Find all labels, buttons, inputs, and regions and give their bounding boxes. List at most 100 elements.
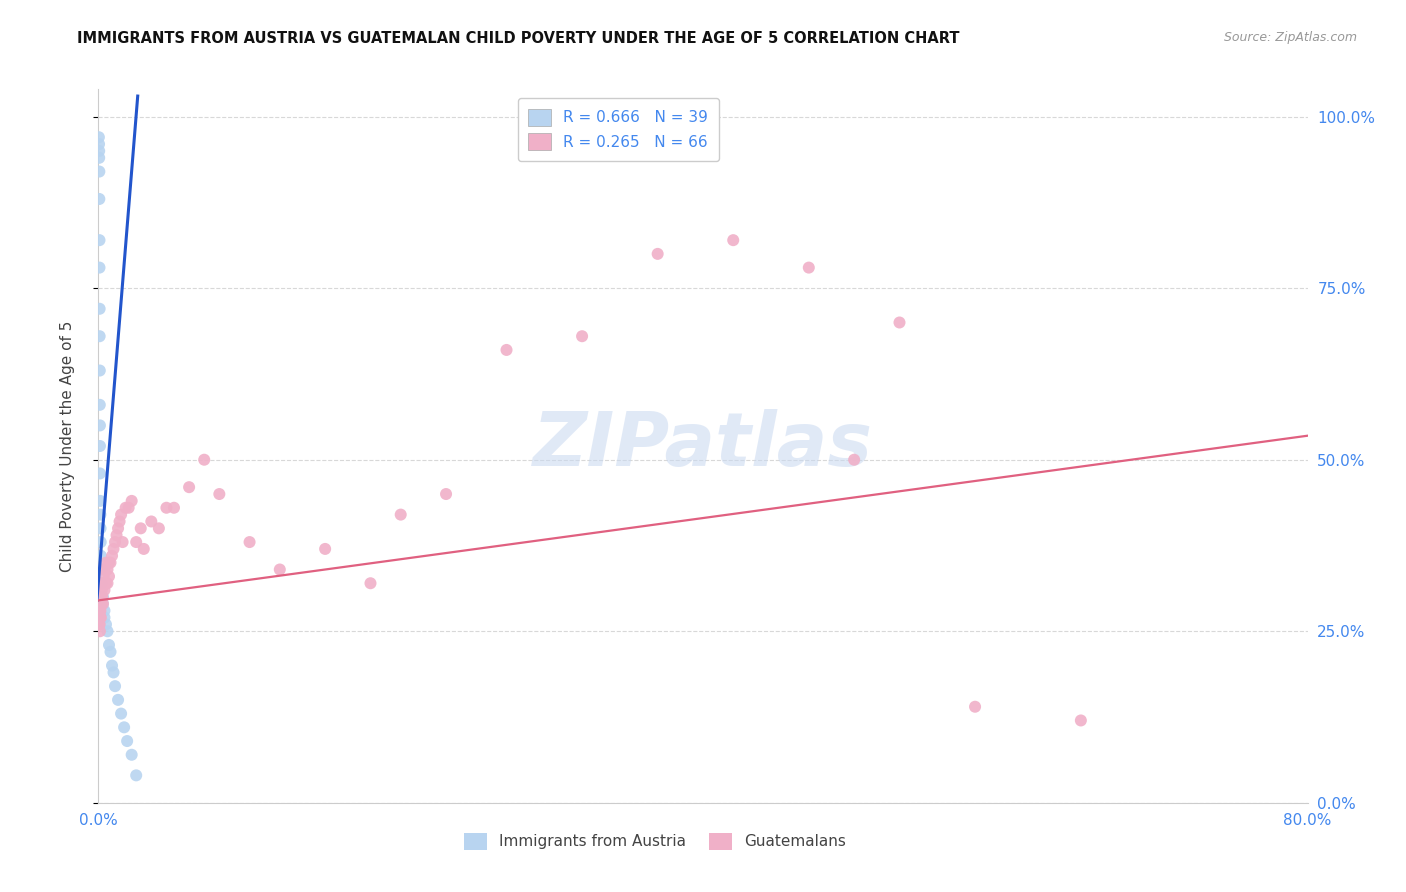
- Point: [100, 645, 122, 659]
- Point: [89, 439, 111, 453]
- Point: [114, 500, 136, 515]
- Point: [87, 604, 110, 618]
- Point: [104, 679, 127, 693]
- Point: [93, 583, 115, 598]
- Point: [96, 576, 118, 591]
- Point: [89, 418, 111, 433]
- Point: [121, 494, 143, 508]
- Point: [91, 597, 114, 611]
- Point: [208, 487, 231, 501]
- Point: [89, 610, 111, 624]
- Point: [108, 515, 131, 529]
- Point: [965, 699, 987, 714]
- Point: [98, 638, 121, 652]
- Point: [94, 576, 117, 591]
- Point: [107, 693, 129, 707]
- Point: [87, 130, 110, 145]
- Point: [90, 590, 112, 604]
- Point: [89, 508, 111, 522]
- Point: [110, 508, 132, 522]
- Point: [193, 452, 215, 467]
- Point: [93, 604, 115, 618]
- Point: [94, 556, 117, 570]
- Point: [105, 528, 128, 542]
- Point: [118, 500, 141, 515]
- Point: [104, 535, 127, 549]
- Point: [269, 562, 291, 576]
- Point: [434, 487, 457, 501]
- Point: [89, 363, 111, 377]
- Point: [90, 549, 112, 563]
- Point: [90, 535, 112, 549]
- Point: [89, 610, 111, 624]
- Point: [101, 549, 124, 563]
- Point: [89, 329, 111, 343]
- Point: [314, 541, 336, 556]
- Point: [89, 260, 111, 275]
- Point: [89, 604, 111, 618]
- Point: [110, 706, 132, 721]
- Point: [90, 576, 112, 591]
- Point: [89, 494, 111, 508]
- Point: [100, 556, 122, 570]
- Point: [89, 624, 111, 639]
- Point: [90, 597, 112, 611]
- Point: [132, 541, 155, 556]
- Point: [125, 768, 148, 782]
- Point: [98, 556, 121, 570]
- Point: [360, 576, 382, 591]
- Point: [141, 515, 163, 529]
- Point: [87, 137, 110, 152]
- Point: [89, 617, 111, 632]
- Point: [89, 151, 111, 165]
- Point: [96, 562, 118, 576]
- Point: [89, 467, 111, 481]
- Point: [179, 480, 201, 494]
- Point: [91, 576, 114, 591]
- Point: [889, 316, 911, 330]
- Point: [89, 617, 111, 632]
- Point: [89, 610, 111, 624]
- Legend: Immigrants from Austria, Guatemalans: Immigrants from Austria, Guatemalans: [457, 827, 852, 855]
- Point: [91, 590, 114, 604]
- Point: [93, 610, 115, 624]
- Y-axis label: Child Poverty Under the Age of 5: Child Poverty Under the Age of 5: [60, 320, 75, 572]
- Point: [90, 562, 112, 576]
- Point: [89, 604, 111, 618]
- Point: [129, 521, 152, 535]
- Point: [101, 658, 124, 673]
- Point: [111, 535, 134, 549]
- Point: [93, 562, 115, 576]
- Point: [121, 747, 143, 762]
- Point: [723, 233, 745, 247]
- Text: IMMIGRANTS FROM AUSTRIA VS GUATEMALAN CHILD POVERTY UNDER THE AGE OF 5 CORRELATI: IMMIGRANTS FROM AUSTRIA VS GUATEMALAN CH…: [77, 31, 960, 46]
- Point: [1070, 714, 1092, 728]
- Point: [98, 569, 121, 583]
- Point: [647, 247, 669, 261]
- Point: [495, 343, 517, 357]
- Point: [90, 610, 112, 624]
- Point: [389, 508, 412, 522]
- Point: [87, 610, 110, 624]
- Text: Source: ZipAtlas.com: Source: ZipAtlas.com: [1223, 31, 1357, 45]
- Point: [94, 617, 117, 632]
- Point: [90, 521, 112, 535]
- Point: [89, 398, 111, 412]
- Point: [155, 500, 177, 515]
- Point: [148, 521, 170, 535]
- Text: ZIPatlas: ZIPatlas: [533, 409, 873, 483]
- Point: [115, 734, 138, 748]
- Point: [91, 590, 114, 604]
- Point: [90, 597, 112, 611]
- Point: [239, 535, 262, 549]
- Point: [112, 720, 135, 734]
- Point: [90, 576, 112, 591]
- Point: [163, 500, 186, 515]
- Point: [844, 452, 866, 467]
- Point: [89, 164, 111, 178]
- Point: [90, 583, 112, 598]
- Point: [91, 597, 114, 611]
- Point: [96, 624, 118, 639]
- Point: [107, 521, 129, 535]
- Point: [571, 329, 593, 343]
